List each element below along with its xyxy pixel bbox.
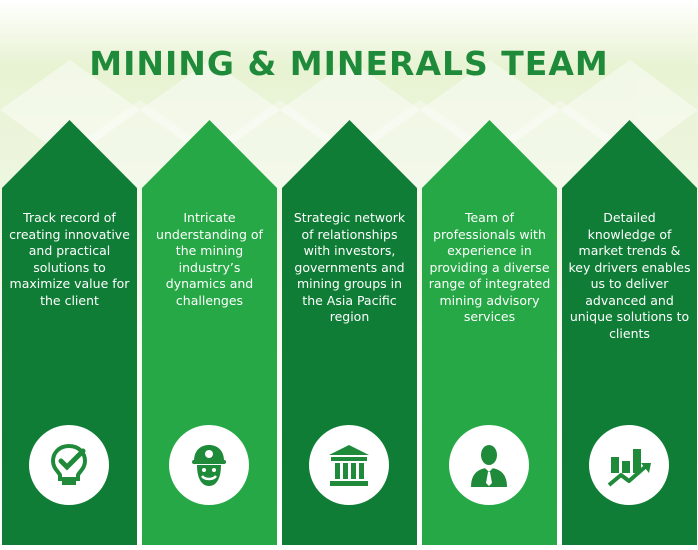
- card-text: Team of professionals with experience in…: [428, 210, 551, 324]
- card-text: Detailed knowledge of market trends & ke…: [568, 210, 691, 341]
- icon-circle: [309, 425, 389, 505]
- card-strategic-network: Strategic network of relationships with …: [282, 120, 417, 545]
- growth-chart-icon: [607, 449, 651, 487]
- card-text: Intricate understanding of the mining in…: [156, 210, 263, 308]
- card-market-knowledge: Detailed knowledge of market trends & ke…: [562, 120, 697, 545]
- card-shape: [142, 120, 277, 545]
- card-team-professionals: Team of professionals with experience in…: [422, 120, 557, 545]
- card-text: Strategic network of relationships with …: [293, 210, 406, 324]
- card-industry-understanding: Intricate understanding of the mining in…: [142, 120, 277, 545]
- card-track-record: Track record of creating innovative and …: [2, 120, 137, 545]
- bank-building-icon: [329, 445, 369, 486]
- icon-circle: [29, 425, 109, 505]
- card-shape: [282, 120, 417, 545]
- icon-circle: [169, 425, 249, 505]
- miner-icon: [192, 445, 226, 486]
- icon-circle: [449, 425, 529, 505]
- lightbulb-check-icon: [50, 443, 88, 485]
- icon-circle: [589, 425, 669, 505]
- page-title: MINING & MINERALS TEAM: [89, 44, 609, 83]
- card-shape: [562, 120, 697, 545]
- card-shape: [2, 120, 137, 545]
- professional-person-icon: [471, 445, 507, 487]
- card-text: Track record of creating innovative and …: [9, 210, 130, 308]
- card-shape: [422, 120, 557, 545]
